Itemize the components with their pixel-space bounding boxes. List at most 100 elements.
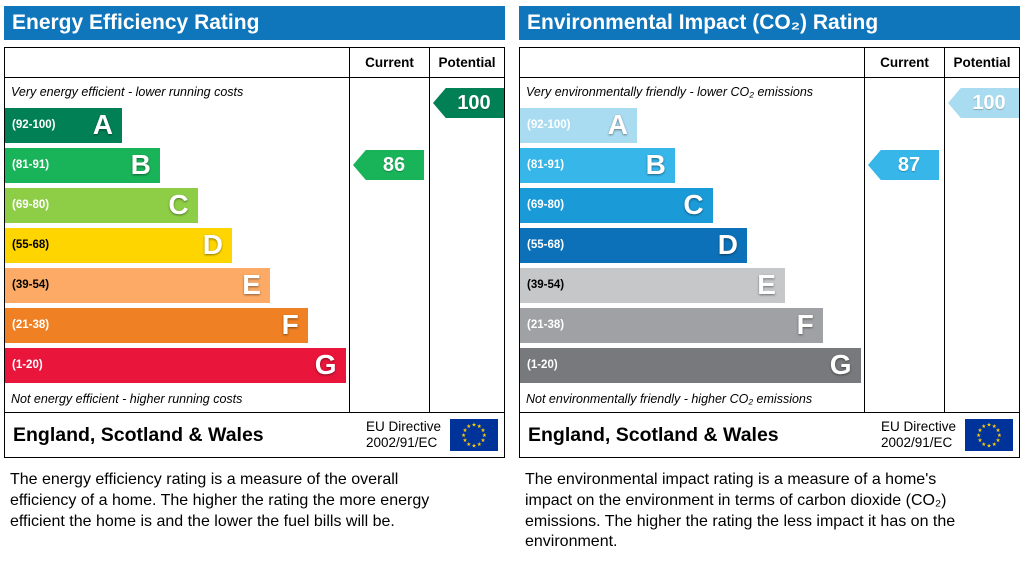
- band-a: (92-100) A: [520, 107, 637, 143]
- epc-report: Energy Efficiency Rating Current Potenti…: [4, 6, 1020, 553]
- potential-rating-value: 100: [457, 91, 491, 114]
- band-range: (92-100): [527, 119, 571, 131]
- band-range: (39-54): [12, 279, 50, 291]
- band-letter: B: [130, 149, 151, 180]
- svg-text:★: ★: [466, 423, 471, 430]
- region-label: England, Scotland & Wales: [13, 423, 264, 446]
- energy-panel-description: The energy efficiency rating is a measur…: [10, 471, 430, 530]
- svg-text:★: ★: [977, 427, 982, 434]
- band-row: (1-20) G: [5, 345, 349, 385]
- band-range: (1-20): [12, 359, 43, 371]
- band-letter: F: [796, 309, 814, 340]
- band-row: (55-68) D: [520, 225, 864, 265]
- band-letter: B: [645, 149, 666, 180]
- svg-text:★: ★: [477, 423, 482, 430]
- bottom-caption: Not environmentally friendly - higher CO…: [526, 391, 813, 406]
- environment-panel-title: Environmental Impact (CO₂) Rating: [519, 6, 1020, 40]
- column-header-row: Current Potential: [520, 48, 1019, 78]
- band-range: (69-80): [527, 199, 565, 211]
- potential-rating-arrow: 100: [948, 88, 1019, 118]
- band-row: (81-91) B: [5, 145, 349, 185]
- energy-chart-body: Very energy efficient - lower running co…: [5, 78, 504, 412]
- current-rating-value: 87: [897, 153, 921, 176]
- band-row: (21-38) F: [5, 305, 349, 345]
- environment-rating-table: Current Potential Very environmentally f…: [519, 47, 1020, 458]
- energy-efficiency-panel: Energy Efficiency Rating Current Potenti…: [4, 6, 505, 553]
- current-column: 87: [864, 78, 944, 412]
- svg-text:★: ★: [997, 432, 1002, 439]
- chart-header-spacer: [5, 48, 349, 77]
- band-a: (92-100) A: [5, 107, 122, 143]
- svg-text:★: ★: [477, 441, 482, 448]
- eu-flag-icon: ★ ★ ★★ ★★ ★★ ★★ ★★: [965, 419, 1013, 451]
- band-range: (21-38): [12, 319, 50, 331]
- svg-text:★: ★: [462, 427, 467, 434]
- current-rating-arrow: 87: [868, 150, 939, 180]
- band-letter: D: [202, 229, 224, 260]
- band-row: (69-80) C: [5, 185, 349, 225]
- band-e: (39-54) E: [5, 267, 270, 303]
- potential-rating-value: 100: [972, 91, 1006, 114]
- band-f: (21-38) F: [5, 307, 308, 343]
- band-range: (81-91): [527, 159, 565, 171]
- band-range: (55-68): [12, 239, 50, 251]
- chart-header-spacer: [520, 48, 864, 77]
- band-letter: E: [242, 269, 261, 300]
- band-row: (21-38) F: [520, 305, 864, 345]
- svg-text:★: ★: [981, 441, 986, 448]
- band-d: (55-68) D: [5, 227, 233, 263]
- svg-text:★: ★: [481, 437, 486, 444]
- potential-column: 100: [429, 78, 504, 412]
- svg-text:★: ★: [482, 432, 487, 439]
- svg-text:★: ★: [976, 432, 981, 439]
- top-caption: Very environmentally friendly - lower CO…: [526, 84, 814, 99]
- band-f: (21-38) F: [520, 307, 823, 343]
- band-letter: F: [281, 309, 299, 340]
- potential-column: 100: [944, 78, 1019, 412]
- table-footer: England, Scotland & Wales EU Directive 2…: [5, 412, 504, 457]
- band-range: (69-80): [12, 199, 50, 211]
- svg-text:★: ★: [471, 422, 476, 429]
- current-column-header: Current: [349, 48, 429, 77]
- svg-text:★: ★: [996, 427, 1001, 434]
- band-c: (69-80) C: [520, 187, 713, 223]
- eu-directive-label: EU Directive 2002/91/EC: [365, 419, 441, 450]
- band-letter: E: [757, 269, 776, 300]
- band-letter: D: [717, 229, 739, 260]
- band-letter: C: [683, 189, 704, 220]
- environment-panel-description: The environmental impact rating is a mea…: [525, 471, 956, 551]
- top-caption: Very energy efficient - lower running co…: [11, 84, 244, 99]
- bottom-caption: Not energy efficient - higher running co…: [11, 391, 243, 406]
- band-e: (39-54) E: [520, 267, 785, 303]
- band-row: (39-54) E: [520, 265, 864, 305]
- band-row: (1-20) G: [520, 345, 864, 385]
- band-b: (81-91) B: [520, 147, 675, 183]
- energy-band-chart: Very energy efficient - lower running co…: [5, 78, 349, 412]
- region-label: England, Scotland & Wales: [528, 423, 779, 446]
- band-b: (81-91) B: [5, 147, 160, 183]
- column-header-row: Current Potential: [5, 48, 504, 78]
- band-letter: A: [607, 109, 628, 140]
- energy-rating-table: Current Potential Very energy efficient …: [4, 47, 505, 458]
- svg-text:★: ★: [986, 422, 991, 429]
- band-g: (1-20) G: [520, 347, 861, 383]
- svg-text:★: ★: [981, 423, 986, 430]
- environment-chart-body: Very environmentally friendly - lower CO…: [520, 78, 1019, 412]
- band-row: (92-100) A: [5, 105, 349, 145]
- current-rating-value: 86: [382, 153, 406, 176]
- band-row: (81-91) B: [520, 145, 864, 185]
- table-footer: England, Scotland & Wales EU Directive 2…: [520, 412, 1019, 457]
- current-column-header: Current: [864, 48, 944, 77]
- band-letter: G: [829, 349, 852, 380]
- svg-text:★: ★: [986, 442, 991, 449]
- band-letter: G: [314, 349, 337, 380]
- band-range: (55-68): [527, 239, 565, 251]
- band-row: (55-68) D: [5, 225, 349, 265]
- band-range: (1-20): [527, 359, 558, 371]
- band-letter: C: [168, 189, 189, 220]
- band-range: (81-91): [12, 159, 50, 171]
- svg-text:★: ★: [466, 441, 471, 448]
- energy-panel-title: Energy Efficiency Rating: [4, 6, 505, 40]
- svg-text:★: ★: [462, 437, 467, 444]
- svg-text:★: ★: [461, 432, 466, 439]
